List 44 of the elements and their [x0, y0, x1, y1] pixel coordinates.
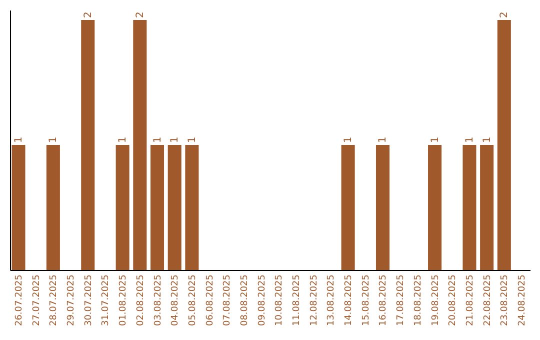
x-tick-label: 18.08.2025: [413, 274, 424, 326]
x-tick-label: 09.08.2025: [257, 274, 268, 326]
x-tick-label: 19.08.2025: [430, 274, 441, 326]
data-label: 1: [343, 136, 354, 143]
x-tick-label: 03.08.2025: [153, 274, 164, 326]
x-tick-label: 12.08.2025: [309, 274, 320, 326]
x-tick-label: 30.07.2025: [84, 274, 94, 326]
x-tick-label: 05.08.2025: [188, 274, 198, 326]
x-tick-label: 10.08.2025: [274, 274, 285, 326]
x-tick-label: 16.08.2025: [378, 274, 389, 326]
x-tick-label: 21.08.2025: [465, 274, 476, 326]
data-label: 1: [378, 136, 389, 143]
data-label: 1: [464, 136, 476, 143]
x-tick-label: 31.07.2025: [101, 274, 112, 326]
x-tick-label: 07.08.2025: [222, 274, 233, 326]
x-tick-label: 13.08.2025: [326, 274, 337, 326]
x-tick-label: 17.08.2025: [396, 274, 406, 326]
data-label: 1: [170, 136, 181, 143]
x-tick-label: 06.08.2025: [205, 274, 216, 326]
x-tick-label: 29.07.2025: [66, 274, 77, 326]
data-label: 1: [482, 136, 493, 143]
x-tick-label: 04.08.2025: [170, 274, 181, 326]
data-label: 1: [186, 136, 198, 143]
x-tick-label: 24.08.2025: [518, 274, 528, 326]
x-tick-label: 22.08.2025: [482, 274, 493, 326]
data-label: 2: [82, 12, 94, 18]
x-tick-label: 08.08.2025: [240, 274, 250, 326]
data-label: 1: [430, 136, 441, 143]
x-tick-label: 14.08.2025: [344, 274, 354, 326]
x-tick-label: 01.08.2025: [118, 274, 129, 326]
data-label: 2: [499, 12, 510, 18]
data-label: 1: [48, 136, 60, 143]
data-label: 1: [14, 136, 24, 143]
data-label: 1: [118, 136, 129, 143]
x-tick-label: 15.08.2025: [361, 274, 372, 326]
x-tick-label: 27.07.2025: [32, 274, 42, 326]
x-tick-label: 02.08.2025: [136, 274, 146, 326]
x-tick-label: 28.07.2025: [49, 274, 60, 326]
x-tick-label: 20.08.2025: [448, 274, 458, 326]
x-tick-label: 26.07.2025: [14, 274, 24, 326]
data-label: 1: [152, 136, 164, 143]
data-label: 2: [134, 12, 146, 18]
x-tick-label: 11.08.2025: [292, 274, 302, 326]
x-tick-label: 23.08.2025: [500, 274, 510, 326]
